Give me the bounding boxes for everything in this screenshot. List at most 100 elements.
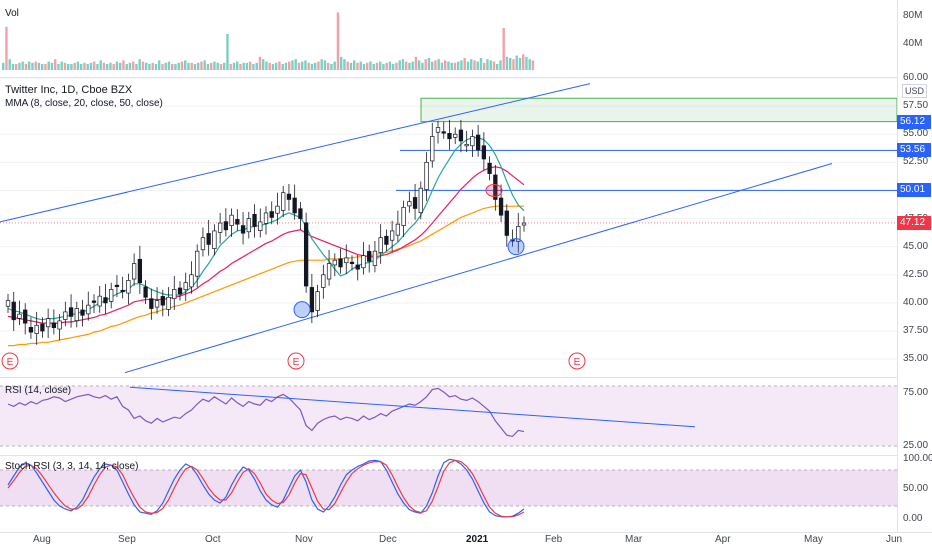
price-tag[interactable]: 50.01 xyxy=(897,183,931,198)
volume-bar xyxy=(297,62,301,70)
stoch-tick: 50.00 xyxy=(903,483,929,494)
rsi-title[interactable]: RSI (14, close) xyxy=(5,385,72,396)
earnings-marker-label: E xyxy=(7,357,14,368)
volume-bar xyxy=(99,60,102,70)
volume-bar xyxy=(132,61,135,70)
stoch-tick: 100.00 xyxy=(903,453,932,464)
candle-body xyxy=(195,250,200,277)
ma-indicator-title[interactable]: MMA (8, close, 20, close, 50, close) xyxy=(5,98,163,109)
volume-bar xyxy=(366,62,369,70)
volume-bar xyxy=(161,64,164,70)
price-tick: 52.50 xyxy=(903,156,929,168)
volume-bar xyxy=(509,58,512,70)
candle-body xyxy=(212,230,217,249)
volume-bar xyxy=(356,62,359,70)
volume-bar xyxy=(505,56,509,70)
volume-bar xyxy=(411,61,414,70)
candle-body xyxy=(189,274,194,288)
volume-bar xyxy=(37,62,41,70)
price-tag[interactable]: 56.12 xyxy=(897,114,931,129)
time-axis-border xyxy=(0,532,932,533)
candle-body xyxy=(258,221,263,232)
volume-bar xyxy=(424,59,427,70)
candle-body xyxy=(217,222,223,233)
candle-body xyxy=(303,222,309,287)
volume-bar xyxy=(200,61,203,70)
volume-bar xyxy=(180,61,184,70)
candle-body xyxy=(281,192,286,211)
volume-bar xyxy=(24,64,28,70)
candle-body xyxy=(80,309,85,316)
pane-separator[interactable] xyxy=(0,377,897,378)
time-label: Oct xyxy=(205,534,221,545)
candle-body xyxy=(86,304,91,315)
volume-bar xyxy=(470,59,473,70)
volume-bar xyxy=(522,54,525,70)
stoch-rsi-title[interactable]: Stoch RSI (3, 3, 14, 14, close) xyxy=(5,461,139,472)
stoch-tick: 0.00 xyxy=(903,513,923,524)
candle-body xyxy=(424,161,429,190)
candle-body xyxy=(361,255,366,269)
stoch-band xyxy=(0,470,897,506)
candle-body xyxy=(269,211,274,218)
rsi-band xyxy=(0,386,897,446)
stoch-d-line xyxy=(7,459,525,518)
volume-bar xyxy=(317,61,320,70)
volume-bar xyxy=(167,61,171,70)
candle-body xyxy=(114,284,120,288)
volume-bar xyxy=(219,64,223,70)
price-tick: 55.00 xyxy=(903,128,929,140)
volume-bar xyxy=(102,62,106,70)
volume-bar xyxy=(255,62,258,70)
price-tag[interactable]: 53.56 xyxy=(897,143,931,158)
rsi-pane xyxy=(0,385,897,447)
volume-bar xyxy=(346,61,349,70)
pane-separator[interactable] xyxy=(0,455,897,456)
candle-body xyxy=(51,322,57,328)
volume-bar xyxy=(138,59,141,70)
price-tick: 35.00 xyxy=(903,353,929,365)
upper-channel-line xyxy=(0,83,591,223)
volume-bar xyxy=(93,61,96,70)
volume-bar xyxy=(353,60,356,70)
candle-body xyxy=(45,318,51,328)
volume-bar xyxy=(70,64,73,70)
volume-bar xyxy=(489,60,492,70)
price-tick: 37.50 xyxy=(903,325,929,337)
high-marker-ellipse xyxy=(485,183,503,197)
volume-bar xyxy=(447,61,450,70)
volume-bar xyxy=(242,62,245,70)
candle-body xyxy=(229,214,234,226)
volume-bar xyxy=(28,61,31,70)
candle-body xyxy=(97,295,102,307)
candle-body xyxy=(458,129,464,142)
volume-bar xyxy=(60,61,63,70)
rsi-trend-line xyxy=(129,386,696,428)
candle-body xyxy=(498,197,504,216)
symbol-title[interactable]: Twitter Inc, 1D, Cboe BZX xyxy=(5,84,133,96)
pane-separator[interactable] xyxy=(0,77,897,78)
candle-body xyxy=(206,233,211,245)
volume-bar xyxy=(54,59,57,70)
volume-bar xyxy=(408,62,411,70)
volume-bar xyxy=(343,59,346,70)
volume-bar xyxy=(11,64,15,70)
volume-bar xyxy=(483,62,486,70)
volume-bar xyxy=(213,61,216,70)
candle-body xyxy=(372,250,378,266)
volume-bar xyxy=(177,62,180,70)
candle-body xyxy=(481,145,487,160)
volume-bar xyxy=(5,26,8,70)
volume-bar xyxy=(148,64,151,70)
volume-bar xyxy=(164,62,167,70)
volume-bar xyxy=(450,62,453,70)
currency-badge[interactable]: USD xyxy=(902,84,928,98)
volume-bar xyxy=(512,59,515,70)
time-label: Nov xyxy=(295,534,313,545)
volume-bar xyxy=(398,60,401,70)
price-tag[interactable]: 47.12 xyxy=(897,215,931,230)
volume-title[interactable]: Vol xyxy=(5,8,19,19)
candle-body xyxy=(154,300,160,308)
candle-body xyxy=(355,264,360,270)
